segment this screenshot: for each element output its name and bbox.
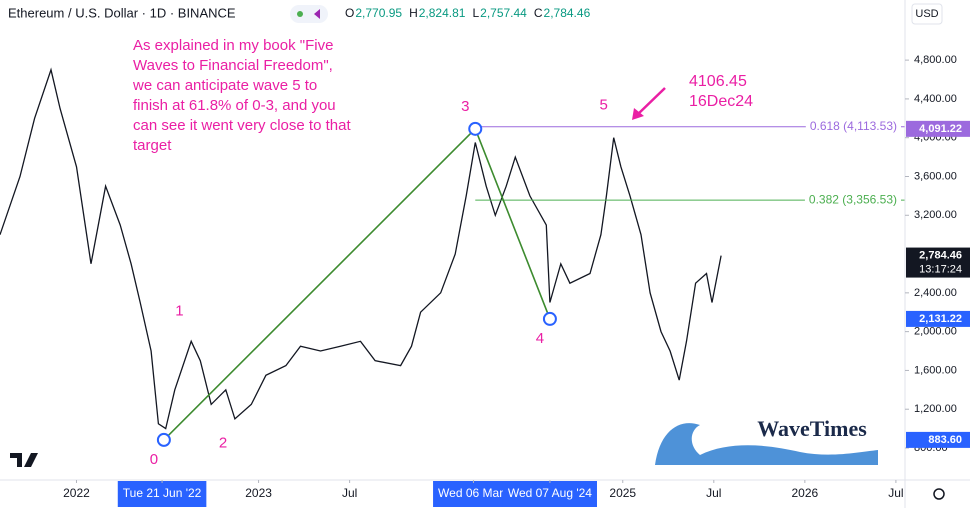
annotation-line: finish at 61.8% of 0-3, and you [133,97,336,114]
logo-wave [655,423,878,465]
wavetimes-logo: WaveTimes [655,400,879,466]
ohlc-key: H [409,6,418,20]
annotation-line: As explained in my book "Five [133,37,333,54]
x-highlight [433,481,514,507]
wave-point [542,311,557,326]
y-tick-label: 2,400.00 [914,287,957,299]
ohlc-value: 2,770.95 [355,6,402,20]
price-badge [906,120,970,137]
ohlc-value: 2,784.46 [544,6,591,20]
ohlc-key: L [472,6,479,20]
x-highlight [502,481,597,507]
currency: USD [915,8,938,20]
wave-label: 5 [599,96,607,113]
wave-label: 2 [219,435,227,452]
wave-label: 3 [461,98,469,115]
axes: 4,800.004,400.004,000.003,600.003,200.00… [63,54,970,507]
x-tick-label: 2023 [245,486,272,500]
peak-arrowhead [632,108,644,120]
x-tick-label: 2025 [609,486,636,500]
peak-note: 16Dec24 [689,93,753,110]
wave-label: 0 [150,451,158,468]
price-badge-label: 883.60 [928,434,962,446]
price-badge-label: 4,091.22 [919,123,962,135]
annotation-line: target [133,137,172,154]
x-highlight [117,481,207,507]
y-tick-label: 3,200.00 [914,209,957,221]
price-badge [906,431,970,448]
tv-logo [10,453,38,467]
x-tick-label: Wed 06 Mar ' [438,486,509,500]
fib-label-bg [804,192,901,209]
settings-icon[interactable] [933,488,945,500]
y-tick-label: 1,200.00 [914,403,957,415]
x-tick-label: Jul [888,486,903,500]
status-dot [297,11,303,17]
x-tick-label: Tue 21 Jun '22 [123,486,202,500]
share-icon[interactable] [314,9,320,19]
y-tick-label: 4,400.00 [914,93,957,105]
x-tick-label: Wed 07 Aug '24 [508,486,592,500]
x-tick-label: Jul [342,486,357,500]
currency-box[interactable] [911,3,943,25]
x-tick-label: 2026 [791,486,818,500]
indicator-pill[interactable] [290,5,328,23]
y-tick-label: 2,000.00 [914,326,957,338]
symbol: Ethereum / U.S. Dollar · 1D · BINANCE [8,5,236,20]
wave-label: 4 [536,330,544,347]
wave-label: 1 [175,303,183,320]
y-tick-label: 3,600.00 [914,170,957,182]
plot: 0.618 (4,113.53) 0.382 (3,356.53) 0 1 2 3 4 5 As… [0,37,905,468]
fib-label: 0.618 (4,113.53) [810,119,897,133]
price-badge-sub: 13:17:24 [919,263,962,275]
peak-note: 4106.45 [689,73,747,90]
annotation-line: Waves to Financial Freedom", [133,57,333,74]
price-badge-label: 2,131.22 [919,313,962,325]
y-tick-label: 1,600.00 [914,364,957,376]
annotation-line: we can anticipate wave 5 to [132,77,317,94]
ohlc-key: O [345,6,354,20]
ohlc-value: 2,824.81 [419,6,466,20]
peak-arrow [635,87,666,117]
price-badge [906,247,970,278]
price-badge-label: 2,784.46 [919,249,962,261]
ohlc-value: 2,757.44 [480,6,527,20]
fib-label-bg [805,118,901,135]
price-badge [906,310,970,327]
fib-label: 0.382 (3,356.53) [809,192,897,206]
y-tick-label: 4,800.00 [914,54,957,66]
wave-point [468,121,483,136]
x-tick-label: Jul [706,486,721,500]
logo-text: WaveTimes [757,416,867,441]
annotation-line: can see it went very close to that [133,117,351,134]
x-tick-label: 2022 [63,486,90,500]
ohlc-key: C [534,6,543,20]
wave-point [156,432,171,447]
price-line [0,67,722,430]
